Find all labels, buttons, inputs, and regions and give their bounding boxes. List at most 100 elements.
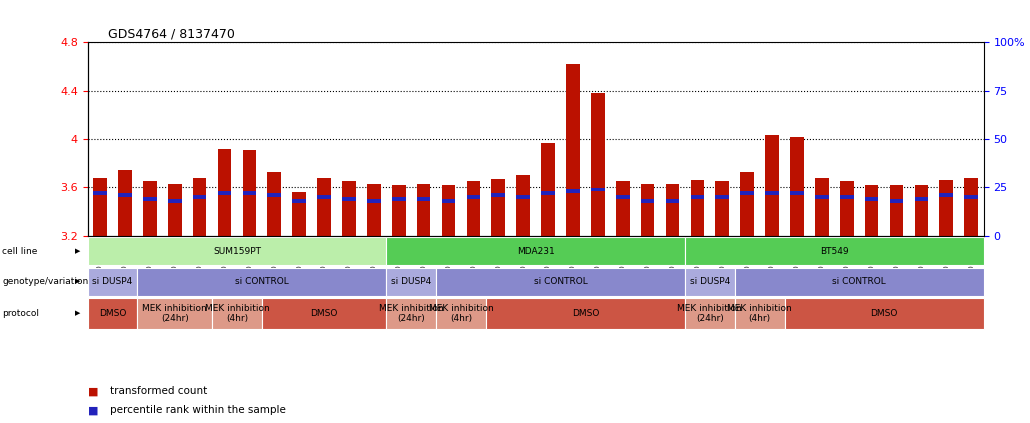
Text: protocol: protocol — [2, 309, 39, 318]
Bar — [616, 181, 629, 236]
Bar — [118, 193, 132, 197]
Bar — [890, 185, 903, 236]
Bar — [734, 267, 984, 296]
Text: cell line: cell line — [2, 247, 37, 255]
Bar — [88, 267, 137, 296]
Bar — [566, 190, 580, 193]
Bar — [442, 185, 455, 236]
Text: DMSO: DMSO — [572, 309, 599, 318]
Bar — [217, 191, 232, 195]
Bar — [690, 195, 705, 199]
Bar — [865, 197, 879, 201]
Bar — [391, 185, 406, 236]
Bar — [193, 178, 206, 236]
Bar — [293, 199, 306, 203]
Bar — [193, 195, 206, 199]
Bar — [93, 191, 107, 195]
Bar — [790, 137, 803, 236]
Bar — [486, 298, 685, 329]
Bar — [417, 197, 431, 201]
Bar — [386, 237, 685, 265]
Bar — [616, 195, 629, 199]
Text: MEK inhibition
(4hr): MEK inhibition (4hr) — [727, 304, 792, 323]
Bar — [865, 185, 879, 236]
Bar — [436, 298, 486, 329]
Bar — [541, 191, 555, 195]
Bar — [815, 178, 829, 236]
Bar — [839, 181, 854, 236]
Text: MEK inhibition
(4hr): MEK inhibition (4hr) — [205, 304, 269, 323]
Bar — [391, 197, 406, 201]
Bar — [417, 184, 431, 236]
Bar — [964, 195, 978, 199]
Bar — [716, 195, 729, 199]
Bar — [442, 199, 455, 203]
Text: SUM159PT: SUM159PT — [213, 247, 261, 255]
Text: transformed count: transformed count — [110, 386, 207, 396]
Bar — [118, 170, 132, 236]
Bar — [93, 178, 107, 236]
Bar — [566, 64, 580, 236]
Bar — [436, 267, 685, 296]
Bar — [915, 185, 928, 236]
Text: percentile rank within the sample: percentile rank within the sample — [110, 405, 286, 415]
Text: si CONTROL: si CONTROL — [534, 277, 587, 286]
Bar — [665, 184, 680, 236]
Bar — [317, 178, 331, 236]
Text: ▶: ▶ — [75, 248, 80, 254]
Bar — [168, 199, 181, 203]
Bar — [491, 179, 505, 236]
Text: MEK inhibition
(24hr): MEK inhibition (24hr) — [379, 304, 444, 323]
Bar — [342, 181, 355, 236]
Bar — [765, 135, 779, 236]
Bar — [716, 181, 729, 236]
Bar — [467, 181, 480, 236]
Text: DMSO: DMSO — [310, 309, 338, 318]
Bar — [690, 180, 705, 236]
Bar — [541, 143, 555, 236]
Bar — [137, 267, 386, 296]
Bar — [741, 191, 754, 195]
Bar — [591, 93, 605, 236]
Bar — [491, 193, 505, 197]
Text: DMSO: DMSO — [870, 309, 898, 318]
Bar — [765, 191, 779, 195]
Bar — [685, 298, 734, 329]
Text: DMSO: DMSO — [99, 309, 126, 318]
Text: MDA231: MDA231 — [517, 247, 554, 255]
Bar — [516, 195, 530, 199]
Text: MEK inhibition
(24hr): MEK inhibition (24hr) — [678, 304, 743, 323]
Text: si CONTROL: si CONTROL — [832, 277, 886, 286]
Bar — [268, 193, 281, 197]
Text: ■: ■ — [88, 386, 98, 396]
Bar — [342, 197, 355, 201]
Text: si CONTROL: si CONTROL — [235, 277, 288, 286]
Bar — [143, 181, 157, 236]
Bar — [168, 184, 181, 236]
Text: GDS4764 / 8137470: GDS4764 / 8137470 — [108, 27, 235, 40]
Bar — [467, 195, 480, 199]
Bar — [262, 298, 386, 329]
Bar — [964, 178, 978, 236]
Bar — [641, 184, 654, 236]
Bar — [516, 175, 530, 236]
Bar — [939, 180, 953, 236]
Bar — [386, 267, 436, 296]
Bar — [386, 298, 436, 329]
Bar — [293, 192, 306, 236]
Bar — [317, 195, 331, 199]
Bar — [685, 237, 984, 265]
Bar — [665, 199, 680, 203]
Bar — [685, 267, 734, 296]
Bar — [790, 191, 803, 195]
Bar — [137, 298, 212, 329]
Bar — [217, 149, 232, 236]
Bar — [915, 197, 928, 201]
Text: si DUSP4: si DUSP4 — [391, 277, 432, 286]
Bar — [367, 184, 381, 236]
Bar — [741, 172, 754, 236]
Bar — [242, 150, 256, 236]
Bar — [839, 195, 854, 199]
Bar — [591, 187, 605, 191]
Bar — [890, 199, 903, 203]
